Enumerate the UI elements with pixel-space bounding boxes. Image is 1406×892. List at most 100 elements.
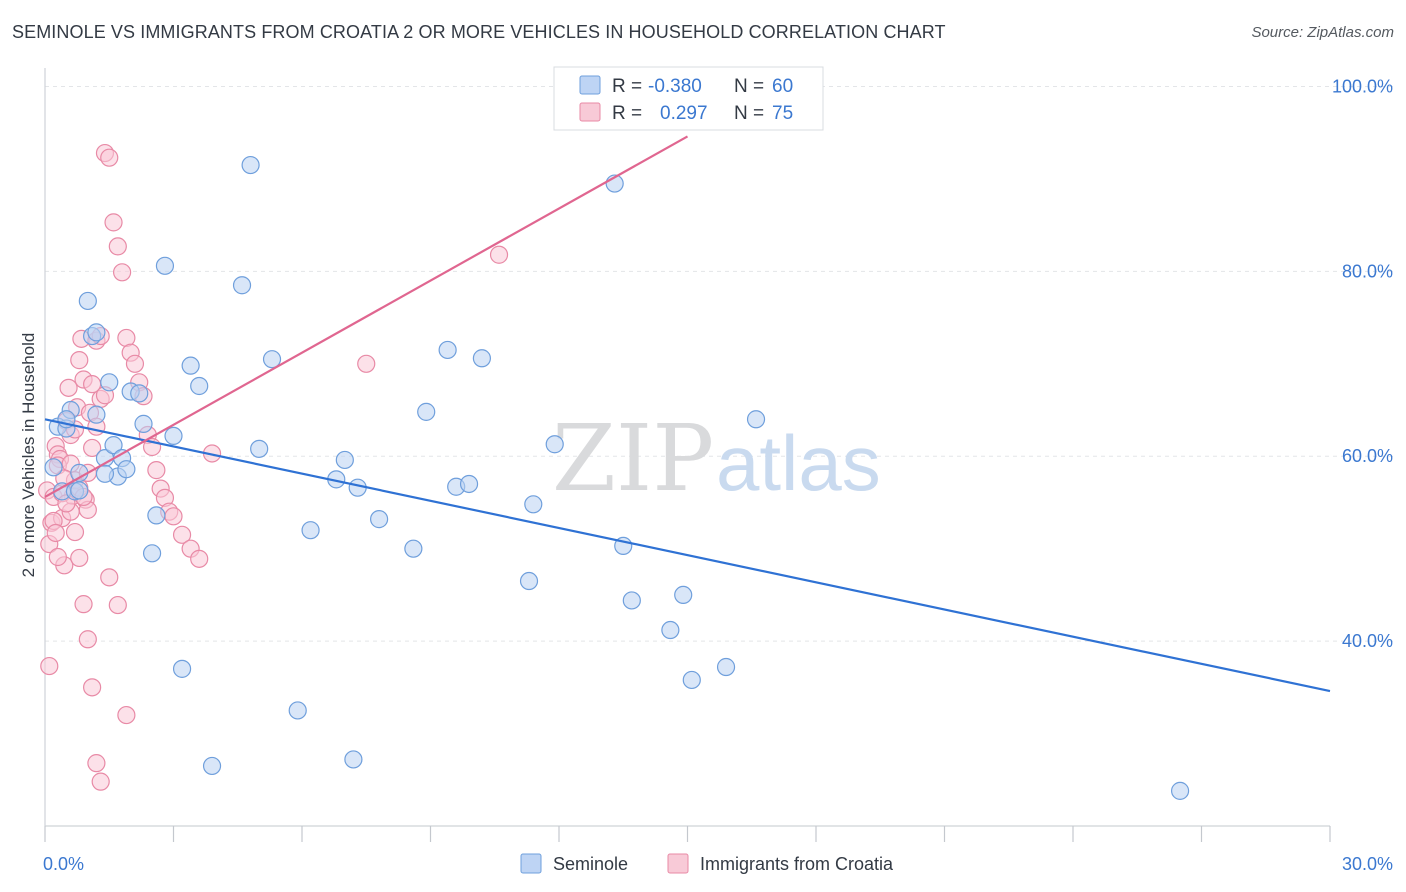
source-label: Source: ZipAtlas.com xyxy=(1251,24,1394,41)
croatia-point xyxy=(190,549,209,568)
seminole-point xyxy=(301,521,320,540)
seminole-point xyxy=(142,544,162,563)
axes xyxy=(44,68,1331,842)
croatia-point xyxy=(164,507,183,526)
seminole-point xyxy=(262,350,282,369)
seminole-point xyxy=(190,376,209,396)
seminole-point xyxy=(519,571,539,591)
legend-r-value-croatia: 0.297 xyxy=(660,103,708,124)
seminole-point xyxy=(459,474,479,494)
croatia-point xyxy=(104,213,123,232)
croatia-point xyxy=(108,595,127,615)
croatia-point xyxy=(108,237,127,256)
croatia-point xyxy=(40,656,59,676)
seminole-point xyxy=(134,414,153,433)
seminole-point xyxy=(241,155,260,175)
seminole-point xyxy=(417,402,436,421)
legend-stats: R = -0.380 N = 60 R = 0.297 N = 75 xyxy=(553,66,824,131)
seminole-point xyxy=(70,481,89,500)
seminole-trend-line xyxy=(44,418,1331,693)
legend-r-value-seminole: -0.380 xyxy=(648,76,702,97)
trend-lines xyxy=(44,135,1331,693)
seminole-point xyxy=(545,435,564,454)
legend-swatch-seminole-bottom xyxy=(520,853,542,874)
croatia-point xyxy=(87,754,106,773)
seminole-point xyxy=(661,620,680,640)
legend-label-seminole: Seminole xyxy=(553,854,628,874)
x-tick-label: 30.0% xyxy=(1342,854,1393,874)
y-tick-label: 40.0% xyxy=(1342,631,1393,651)
croatia-point xyxy=(172,525,192,544)
seminole-point xyxy=(104,436,123,455)
seminole-point xyxy=(335,450,354,470)
chart-title: SEMINOLE VS IMMIGRANTS FROM CROATIA 2 OR… xyxy=(12,22,946,42)
croatia-point xyxy=(117,705,136,725)
seminole-point xyxy=(250,439,269,458)
seminole-point xyxy=(147,506,166,525)
croatia-point xyxy=(91,772,110,791)
seminole-point xyxy=(181,356,200,375)
croatia-point xyxy=(357,354,376,373)
croatia-point xyxy=(100,568,119,587)
seminole-point xyxy=(87,323,106,342)
watermark-zip: ZIP xyxy=(552,405,714,512)
croatia-point xyxy=(70,351,89,370)
seminole-point xyxy=(100,373,119,392)
seminole-point xyxy=(472,349,491,368)
legend-swatch-croatia-bottom xyxy=(667,853,689,874)
seminole-point xyxy=(172,659,192,678)
seminole-point xyxy=(1170,781,1190,800)
legend-n-label-seminole: N = xyxy=(734,76,764,97)
y-axis-title: 2 or more Vehicles in Household xyxy=(19,333,38,578)
seminole-point xyxy=(288,701,307,720)
seminole-point xyxy=(404,539,423,558)
legend-n-label-croatia: N = xyxy=(734,103,764,124)
seminole-point xyxy=(232,276,252,295)
seminole-point xyxy=(622,591,641,610)
croatia-point xyxy=(83,438,102,458)
croatia-point xyxy=(100,148,119,167)
seminole-point xyxy=(674,585,693,605)
legend-swatch-croatia xyxy=(579,102,601,122)
croatia-point xyxy=(74,595,93,614)
watermark-atlas: atlas xyxy=(716,419,881,507)
seminole-point xyxy=(344,750,363,769)
seminole-point xyxy=(746,410,766,429)
grid-lines xyxy=(45,85,1393,642)
legend-label-croatia: Immigrants from Croatia xyxy=(700,854,894,874)
seminole-point xyxy=(682,670,701,690)
seminole-point xyxy=(155,256,175,275)
croatia-trend-line xyxy=(44,135,689,498)
seminole-point xyxy=(524,495,543,514)
seminole-point xyxy=(78,291,97,311)
seminole-point xyxy=(202,756,222,776)
legend-swatch-seminole xyxy=(579,75,601,95)
seminole-point xyxy=(95,464,115,483)
croatia-point xyxy=(125,354,145,373)
seminole-point xyxy=(87,405,106,424)
croatia-point xyxy=(48,547,67,567)
seminole-point xyxy=(44,458,63,477)
y-tick-labels: 40.0% 60.0% 80.0% 100.0% xyxy=(1332,76,1393,651)
legend-series: Seminole Immigrants from Croatia xyxy=(520,853,894,874)
croatia-point xyxy=(78,630,97,649)
croatia-point xyxy=(65,522,85,542)
croatia-point xyxy=(70,548,89,568)
x-tick-labels: 0.0% 30.0% xyxy=(43,854,1393,874)
seminole-point xyxy=(164,426,183,446)
watermark: ZIP atlas xyxy=(552,405,881,512)
croatia-point xyxy=(83,678,102,697)
croatia-point xyxy=(147,461,166,480)
legend-n-value-croatia: 75 xyxy=(772,103,793,124)
seminole-point xyxy=(438,340,457,360)
croatia-point xyxy=(46,523,65,543)
seminole-point xyxy=(130,384,149,403)
croatia-point xyxy=(112,263,132,282)
seminole-point xyxy=(370,510,389,529)
y-tick-label: 60.0% xyxy=(1342,446,1393,466)
croatia-point xyxy=(489,245,509,264)
legend-r-label-seminole: R = xyxy=(612,76,642,97)
x-tick-label: 0.0% xyxy=(43,854,84,874)
y-tick-label: 100.0% xyxy=(1332,76,1393,96)
